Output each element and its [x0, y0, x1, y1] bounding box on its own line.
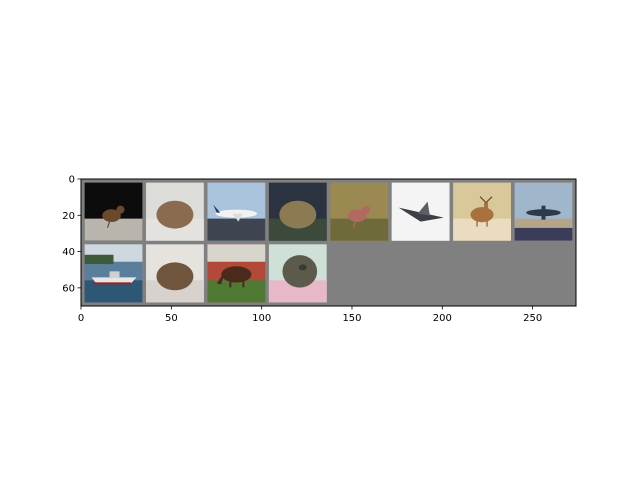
x-tick-label: 50	[165, 313, 178, 324]
x-tick-label: 150	[342, 313, 361, 324]
image-tile-frog	[268, 244, 327, 303]
x-tick: 150	[342, 306, 362, 324]
image-tile-airplane	[391, 182, 450, 241]
image-tile-bird	[84, 182, 143, 241]
y-tick-label: 20	[62, 211, 75, 222]
image-tile-airplane	[514, 182, 573, 241]
image-tile-frog	[268, 182, 327, 241]
x-tick: 200	[433, 306, 452, 324]
y-tick-label: 40	[62, 247, 75, 258]
x-axis: 0 50 100 150 200 250	[78, 306, 542, 324]
y-tick: 40	[62, 247, 81, 258]
image-axes: 0 50 100 150 200 250 0 20 40 60	[62, 175, 577, 324]
image-tile-horse	[207, 244, 266, 303]
y-axis: 0 20 40 60	[62, 175, 81, 294]
image-tile-airplane	[207, 182, 266, 241]
y-tick: 0	[69, 175, 81, 186]
x-tick-label: 0	[78, 313, 84, 324]
image-tile-ship	[84, 244, 143, 303]
axes-frame	[80, 178, 577, 307]
y-tick: 20	[62, 211, 81, 222]
y-tick: 60	[62, 283, 81, 294]
x-tick: 250	[523, 306, 542, 324]
image-tile-bird	[330, 182, 389, 241]
x-tick: 100	[252, 306, 271, 324]
y-tick-label: 0	[69, 175, 75, 186]
x-tick: 50	[165, 306, 178, 324]
image-tile-frog	[146, 182, 204, 241]
image-tiles	[84, 182, 573, 303]
x-tick: 0	[78, 306, 84, 324]
image-tile-deer	[453, 182, 511, 241]
image-tile-frog	[146, 244, 204, 303]
x-tick-label: 250	[523, 313, 542, 324]
x-tick-label: 100	[252, 313, 271, 324]
y-tick-label: 60	[62, 283, 75, 294]
x-tick-label: 200	[433, 313, 452, 324]
